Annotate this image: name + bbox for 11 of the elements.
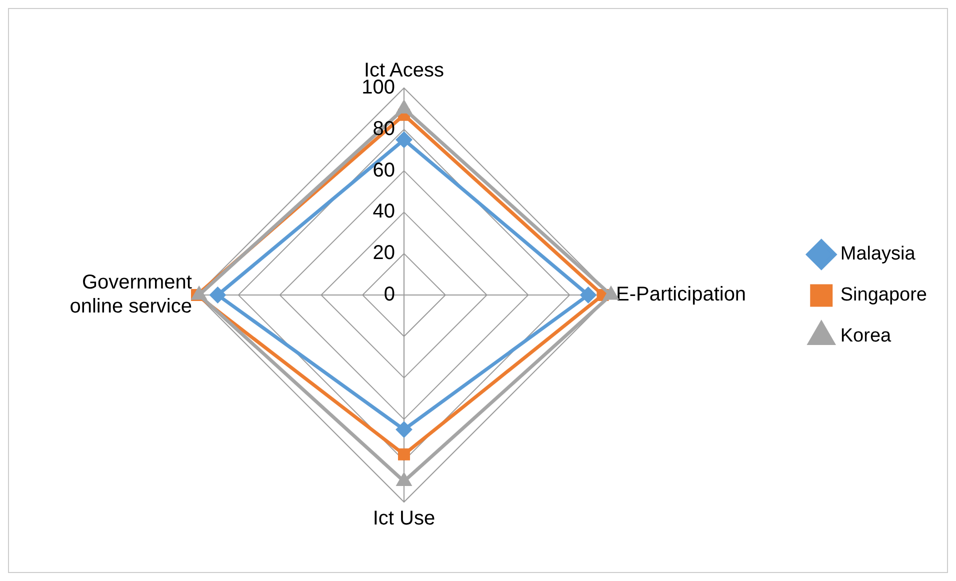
- y-tick-label: 60: [372, 159, 395, 182]
- spoke-label: Ict Use: [372, 508, 436, 530]
- y-tick-label: 0: [384, 284, 395, 306]
- y-tick-label: 20: [372, 242, 395, 264]
- spoke-label: Government online service: [70, 272, 192, 318]
- y-tick-label: 100: [362, 76, 395, 99]
- spoke-label: E-Participation: [616, 284, 746, 306]
- legend-label: Singapore: [840, 284, 927, 306]
- y-tick-label: 40: [372, 200, 395, 223]
- legend-label: Malaysia: [840, 244, 916, 265]
- legend-label: Korea: [840, 326, 892, 347]
